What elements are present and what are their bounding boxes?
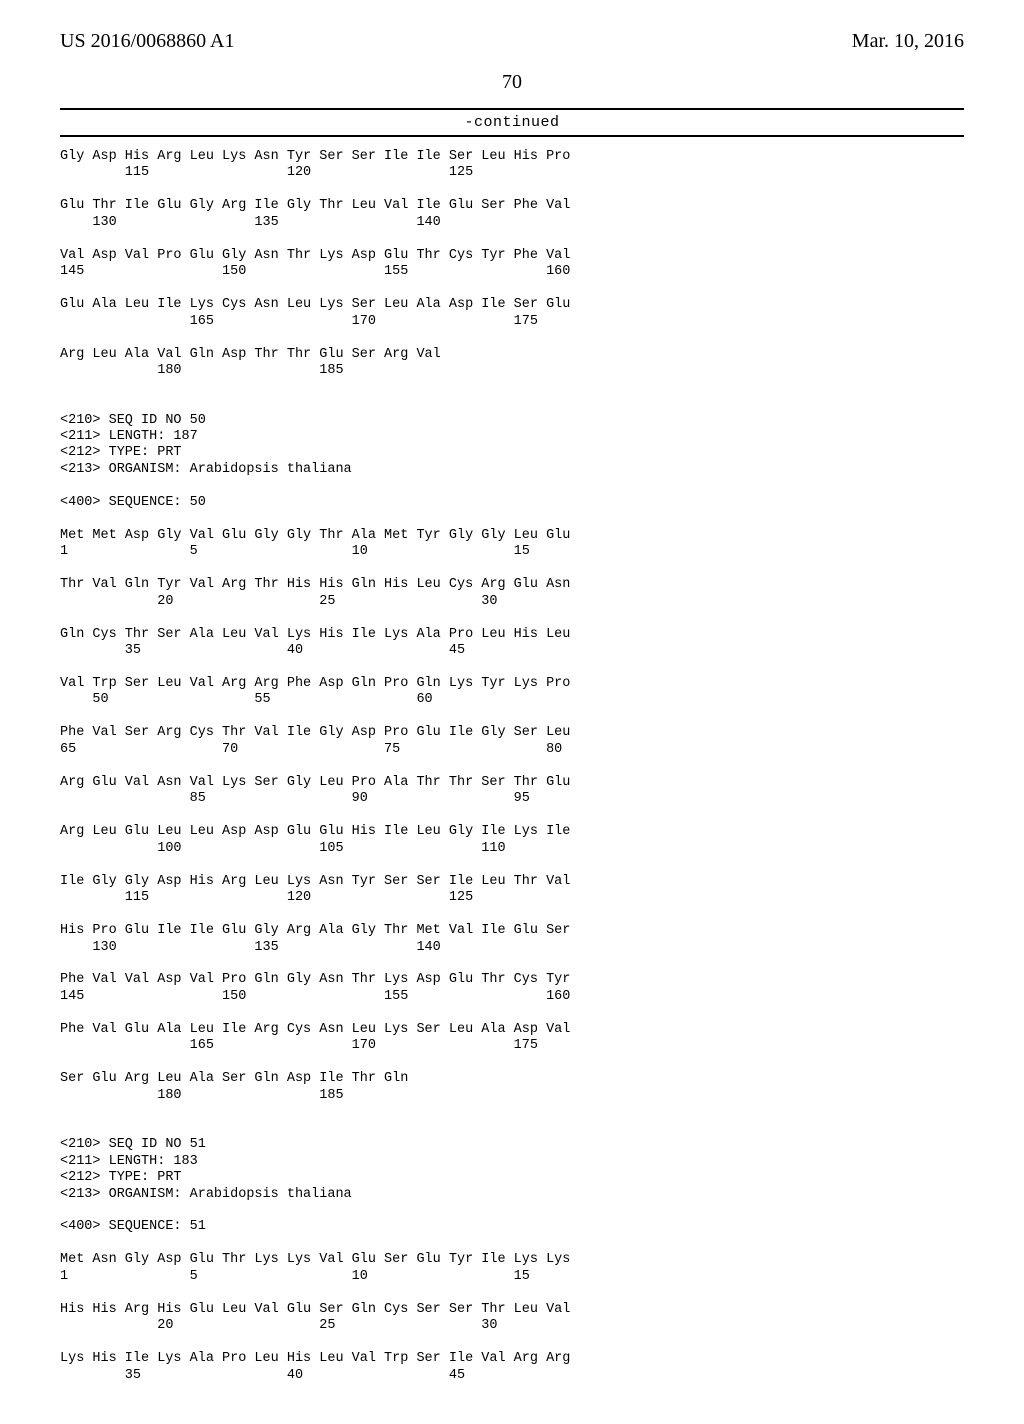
publication-date: Mar. 10, 2016 [852,30,964,53]
sequence-listing: Gly Asp His Arg Leu Lys Asn Tyr Ser Ser … [60,149,964,1384]
page-container: US 2016/0068860 A1 Mar. 10, 2016 70 -con… [0,0,1024,1424]
continued-bar: -continued [60,108,964,137]
continued-label: -continued [60,114,964,131]
header-row: US 2016/0068860 A1 Mar. 10, 2016 [60,30,964,53]
publication-number: US 2016/0068860 A1 [60,30,234,53]
page-number: 70 [60,71,964,94]
